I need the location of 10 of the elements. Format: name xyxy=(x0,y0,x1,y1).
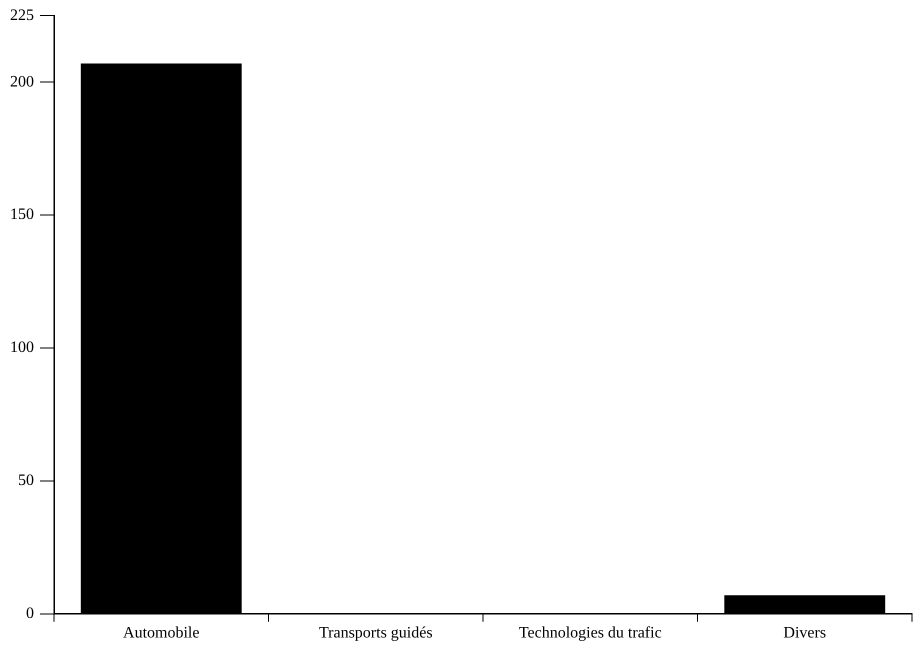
y-tick-label: 150 xyxy=(10,206,34,224)
y-tick-label: 0 xyxy=(26,605,34,622)
x-tick-label: Technologies du trafic xyxy=(518,624,662,642)
y-tick-label: 200 xyxy=(10,73,34,90)
x-tick-label: Automobile xyxy=(123,624,200,642)
y-tick-label: 50 xyxy=(18,472,34,490)
y-tick-label: 225 xyxy=(10,6,34,24)
x-tick-label: Transports guidés xyxy=(318,624,433,642)
x-tick-label: Divers xyxy=(783,624,826,642)
y-tick-label: 100 xyxy=(10,339,34,356)
